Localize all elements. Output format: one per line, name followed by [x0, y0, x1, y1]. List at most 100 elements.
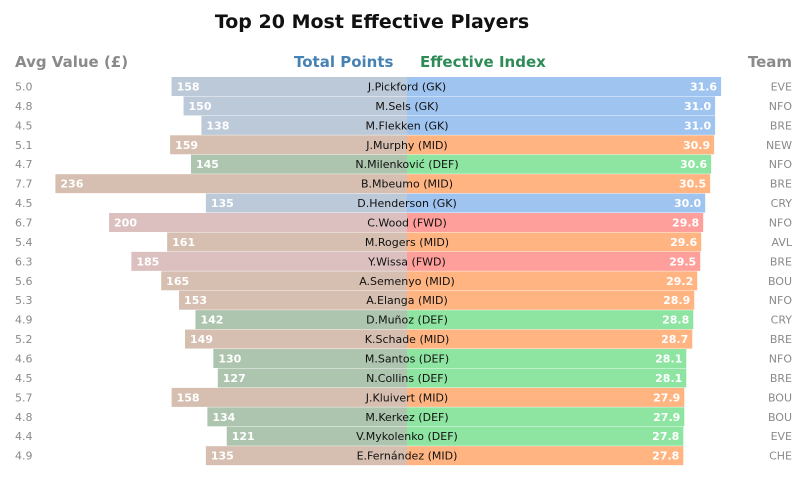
effective-index-bar [407, 135, 715, 155]
total-points-bar [226, 426, 407, 446]
team-label: NFO [769, 217, 793, 230]
effective-index-bar [407, 174, 711, 194]
player-label: E.Fernández (MID) [357, 450, 458, 463]
total-points-value: 149 [190, 333, 213, 346]
total-points-bar [170, 135, 407, 155]
total-points-bar [213, 349, 407, 369]
effective-index-value: 27.8 [652, 450, 679, 463]
avg-value-label: 5.2 [15, 333, 33, 346]
team-label: BRE [770, 178, 792, 191]
effective-index-value: 28.9 [663, 294, 690, 307]
chart-title: Top 20 Most Effective Players [214, 11, 530, 33]
player-label: N.Collins (DEF) [366, 372, 448, 385]
avg-value-label: 4.5 [15, 372, 33, 385]
player-label: M.Kerkez (DEF) [365, 411, 448, 424]
team-label: CHE [769, 450, 792, 463]
team-label: NFO [769, 158, 793, 171]
total-points-value: 236 [60, 178, 83, 191]
total-points-value: 134 [212, 411, 235, 424]
total-points-header: Total Points [294, 53, 394, 71]
avg-value-label: 4.5 [15, 119, 33, 132]
total-points-value: 145 [196, 158, 219, 171]
avg-value-label: 4.9 [15, 450, 33, 463]
effective-index-value: 31.6 [690, 81, 717, 94]
effective-index-bar [407, 96, 716, 116]
total-points-value: 153 [184, 294, 207, 307]
team-label: BRE [770, 372, 792, 385]
effective-index-bar [407, 387, 685, 407]
total-points-value: 138 [206, 119, 229, 132]
effective-index-bar [407, 154, 712, 174]
total-points-value: 158 [177, 391, 200, 404]
avg-value-label: 5.3 [15, 294, 33, 307]
effective-index-value: 28.1 [655, 372, 682, 385]
avg-value-label: 7.7 [15, 178, 33, 191]
avg-value-label: 4.4 [15, 430, 33, 443]
total-points-bar [131, 251, 407, 271]
total-points-bar [55, 174, 407, 194]
effective-index-bar [407, 349, 687, 369]
total-points-bar [109, 213, 407, 233]
team-label: CRY [771, 314, 793, 327]
total-points-bar [171, 77, 407, 96]
effective-index-value: 28.1 [655, 353, 682, 366]
total-points-bar [195, 310, 407, 330]
team-label: BRE [770, 255, 792, 268]
effective-index-value: 31.0 [684, 119, 711, 132]
team-label: CRY [771, 197, 793, 210]
avg-value-label: 4.6 [15, 353, 33, 366]
team-header: Team [747, 53, 792, 71]
total-points-bar [167, 232, 407, 252]
effective-index-value: 29.2 [666, 275, 693, 288]
player-label: M.Santos (DEF) [365, 353, 449, 366]
total-points-value: 158 [177, 81, 200, 94]
total-points-bar [190, 154, 407, 174]
player-label: A.Elanga (MID) [366, 294, 448, 307]
avg-value-label: 5.7 [15, 391, 33, 404]
effective-index-bar [407, 290, 695, 310]
effective-index-bar [407, 368, 687, 388]
team-label: NEW [766, 139, 792, 152]
total-points-value: 127 [223, 372, 246, 385]
player-label: J.Pickford (GK) [367, 81, 446, 94]
player-label: N.Milenković (DEF) [355, 158, 458, 171]
avg-value-header: Avg Value (£) [15, 53, 129, 71]
team-label: NFO [769, 353, 793, 366]
team-label: EVE [771, 81, 792, 94]
avg-value-label: 4.8 [15, 411, 33, 424]
avg-value-label: 5.0 [15, 81, 33, 94]
player-label: J.Murphy (MID) [365, 139, 447, 152]
effective-index-value: 30.6 [680, 158, 707, 171]
total-points-value: 185 [136, 255, 159, 268]
team-label: EVE [771, 430, 792, 443]
total-points-value: 150 [189, 100, 212, 113]
total-points-bar [207, 407, 407, 427]
team-label: BRE [770, 333, 792, 346]
total-points-bar [205, 193, 407, 213]
team-label: BOU [768, 275, 792, 288]
effective-index-bar [407, 426, 684, 446]
total-points-value: 142 [200, 314, 223, 327]
total-points-value: 135 [211, 450, 234, 463]
avg-value-label: 4.5 [15, 197, 33, 210]
effective-index-header: Effective Index [420, 53, 546, 71]
effective-index-bar [407, 407, 685, 427]
player-label: K.Schade (MID) [365, 333, 450, 346]
player-label: D.Muñoz (DEF) [366, 314, 448, 327]
effective-index-value: 30.9 [683, 139, 710, 152]
player-label: M.Sels (GK) [375, 100, 438, 113]
total-points-value: 121 [232, 430, 255, 443]
effective-index-bar [407, 232, 702, 252]
team-label: AVL [772, 236, 793, 249]
total-points-bar [179, 290, 407, 310]
avg-value-label: 5.6 [15, 275, 33, 288]
team-label: BOU [768, 391, 792, 404]
player-label: D.Henderson (GK) [357, 197, 457, 210]
total-points-bar [205, 446, 407, 466]
effective-index-value: 29.8 [672, 217, 699, 230]
effective-index-value: 31.0 [684, 100, 711, 113]
player-label: B.Mbeumo (MID) [361, 178, 453, 191]
effective-index-value: 28.8 [662, 314, 689, 327]
effective-index-bar [407, 251, 701, 271]
